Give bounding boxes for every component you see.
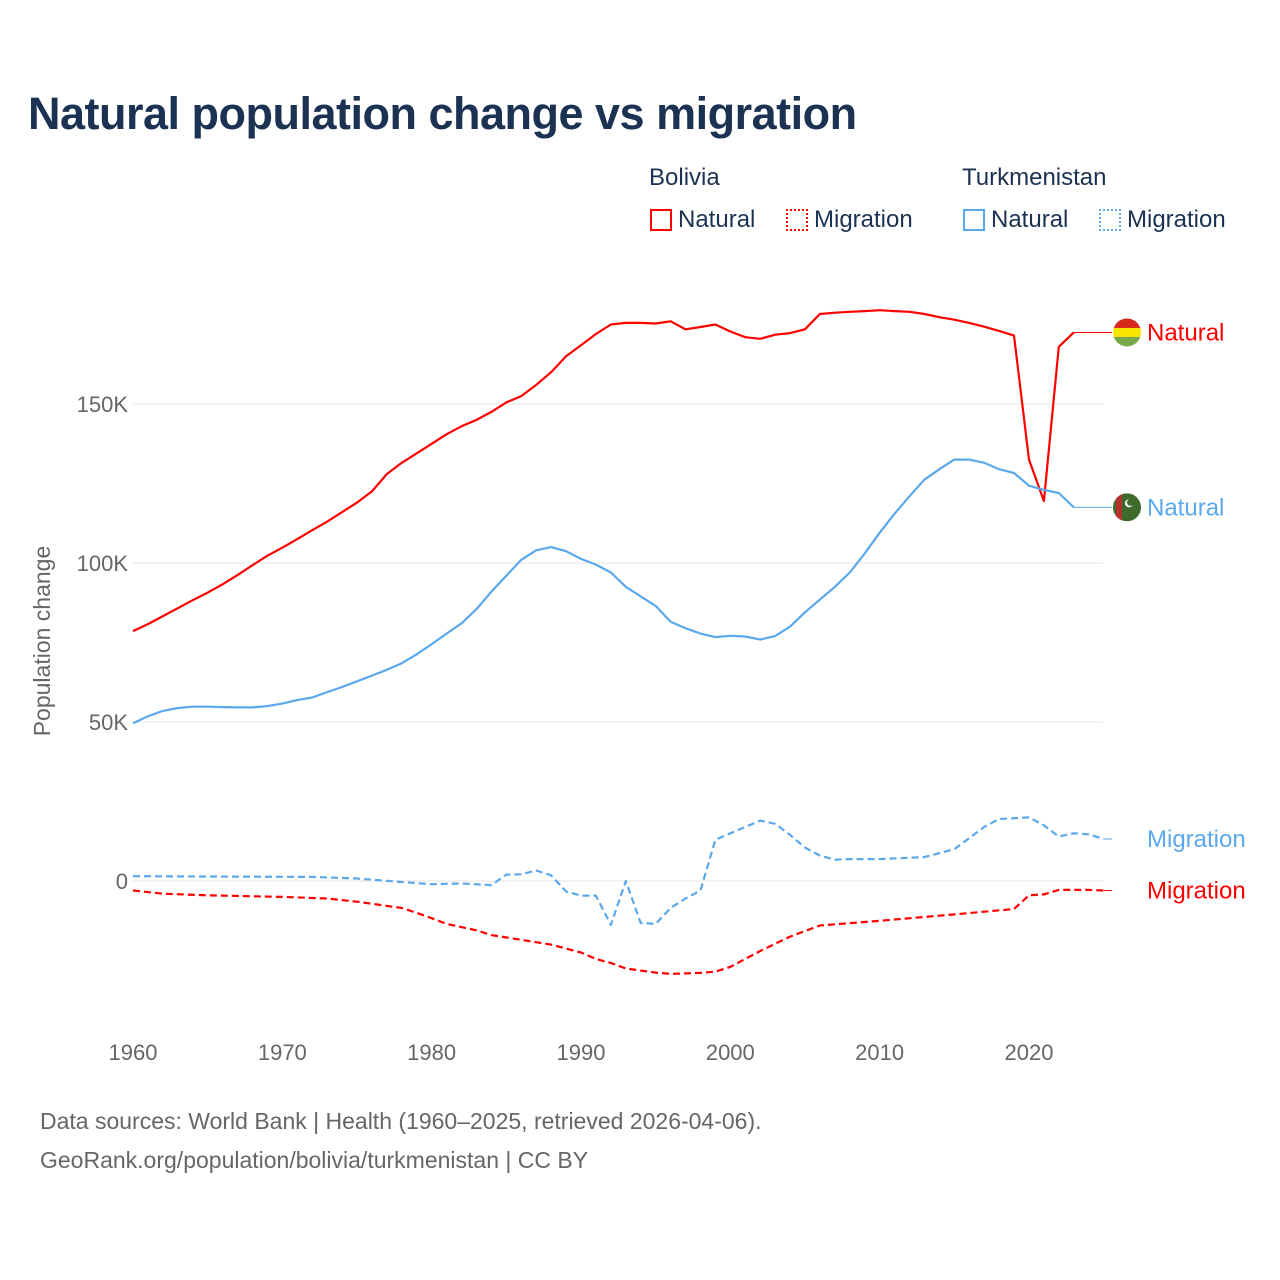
x-tick-label: 2000 [706, 1040, 755, 1065]
legend-swatch-solid [650, 209, 672, 231]
flag-yellow [1113, 327, 1141, 337]
flag-body [1113, 877, 1141, 906]
flag-crescent [1125, 831, 1133, 839]
chart-title: Natural population change vs migration [28, 88, 857, 139]
flag-green [1113, 895, 1141, 905]
flag-crescent-cut [1127, 498, 1134, 506]
series-line-bolivia-migration [132, 888, 1104, 975]
legend-label: Migration [1127, 206, 1226, 233]
flag-crescent-cut [1127, 831, 1134, 838]
y-tick-label: 0 [116, 869, 128, 894]
y-tick-label: 100K [77, 551, 129, 576]
end-label: Migration [1147, 826, 1246, 853]
end-label: Natural [1147, 319, 1224, 346]
x-tick-label: 1980 [407, 1040, 456, 1065]
bolivia-flag-icon [1113, 318, 1141, 347]
legend-group-bolivia: Bolivia [649, 164, 720, 191]
legend-label: Natural [678, 206, 756, 233]
x-tick-label: 1970 [258, 1040, 307, 1065]
legend-turkmenistan-migration[interactable]: Migration [1099, 206, 1226, 234]
legend-swatch-dotted [1099, 209, 1121, 231]
y-tick-label: 50K [89, 710, 128, 735]
y-axis-label: Population change [29, 546, 55, 737]
legend-label: Migration [814, 206, 913, 233]
series-line-turkmenistan-migration [132, 816, 1104, 926]
end-label: Migration [1147, 878, 1246, 905]
flag-carpet [1116, 493, 1122, 522]
flag-crescent [1125, 499, 1133, 508]
legend-bolivia-migration[interactable]: Migration [786, 206, 913, 234]
series-line-turkmenistan-natural [132, 458, 1075, 725]
flag-yellow [1113, 886, 1141, 895]
flag-body [1113, 825, 1141, 853]
x-tick-label: 1990 [557, 1040, 606, 1065]
legend-turkmenistan-natural[interactable]: Natural [963, 206, 1068, 234]
y-tick-label: 150K [77, 392, 129, 417]
flag-green [1113, 336, 1141, 347]
flag-carpet [1116, 825, 1122, 853]
end-label: Natural [1147, 494, 1224, 521]
footer-link[interactable]: GeoRank.org/population/bolivia/turkmenis… [40, 1147, 589, 1173]
legend-swatch-solid [963, 209, 985, 231]
flag-body [1113, 493, 1141, 522]
footer-sources: Data sources: World Bank | Health (1960–… [40, 1108, 762, 1134]
x-tick-label: 2020 [1005, 1040, 1054, 1065]
series-line-bolivia-natural [132, 309, 1075, 633]
turkmenistan-flag-icon [1113, 825, 1141, 853]
legend-label: Natural [991, 206, 1069, 233]
turkmenistan-flag-icon [1113, 493, 1141, 522]
flag-green [1113, 825, 1141, 853]
legend-swatch-dotted [786, 209, 808, 231]
flag-green [1113, 493, 1141, 522]
x-tick-label: 2010 [855, 1040, 904, 1065]
x-tick-label: 1960 [109, 1040, 158, 1065]
flag-red [1113, 318, 1141, 329]
flag-body [1113, 318, 1141, 347]
legend-group-turkmenistan: Turkmenistan [962, 164, 1107, 191]
legend-bolivia-natural[interactable]: Natural [650, 206, 755, 234]
flag-red [1113, 877, 1141, 887]
bolivia-flag-icon [1113, 877, 1141, 906]
